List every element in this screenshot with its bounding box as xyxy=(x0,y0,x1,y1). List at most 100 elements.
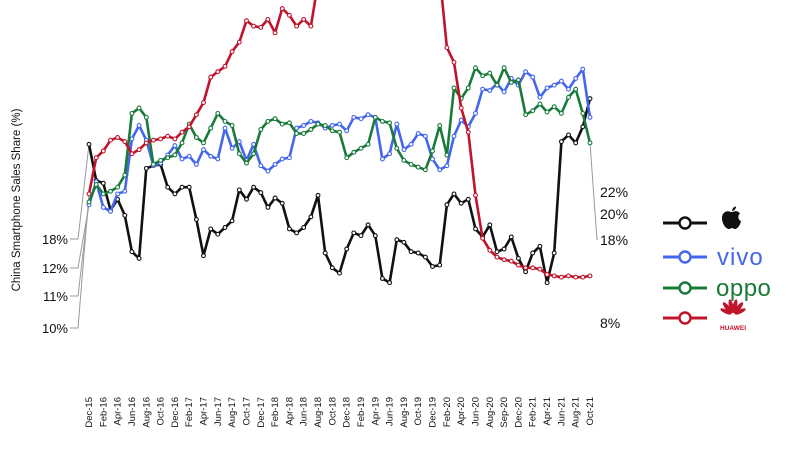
data-point-huawei xyxy=(487,247,493,253)
data-point-oppo xyxy=(515,77,521,83)
legend-item-huawei: HUAWEI xyxy=(663,299,746,332)
data-point-vivo xyxy=(580,66,586,72)
data-point-huawei xyxy=(587,273,593,279)
data-point-apple xyxy=(415,250,421,256)
x-tick-label: Apr-19 xyxy=(370,397,381,426)
data-point-huawei xyxy=(222,63,228,69)
series-layer xyxy=(86,0,593,286)
data-point-huawei xyxy=(473,192,478,198)
data-point-oppo xyxy=(523,112,529,118)
data-point-huawei xyxy=(530,265,536,271)
data-point-huawei xyxy=(444,45,450,51)
data-point-apple xyxy=(186,184,192,190)
start-value-label: 12% xyxy=(42,261,68,276)
data-point-apple xyxy=(501,246,507,252)
data-point-oppo xyxy=(294,131,300,136)
data-point-huawei xyxy=(551,273,557,279)
data-point-oppo xyxy=(329,128,335,134)
data-point-vivo xyxy=(100,204,106,210)
data-point-apple xyxy=(215,231,221,237)
x-tick-label: Apr-18 xyxy=(284,397,295,426)
data-point-huawei xyxy=(480,235,486,241)
x-tick-label: Dec-19 xyxy=(428,397,439,428)
x-tick-label: Dec-16 xyxy=(170,397,181,428)
start-label-leader xyxy=(70,201,90,297)
data-point-huawei xyxy=(244,18,249,24)
data-point-apple xyxy=(580,124,586,130)
data-point-vivo xyxy=(236,139,242,145)
x-tick-label: Jun-17 xyxy=(213,397,224,426)
data-point-oppo xyxy=(143,114,149,120)
data-point-huawei xyxy=(150,137,156,143)
data-point-vivo xyxy=(358,116,364,122)
data-point-huawei xyxy=(108,137,113,143)
x-tick-label: Oct-17 xyxy=(242,397,253,426)
data-point-vivo xyxy=(229,145,235,151)
start-value-label: 18% xyxy=(42,232,68,247)
data-point-apple xyxy=(122,212,128,218)
start-label-leader xyxy=(70,144,90,240)
apple-logo-icon xyxy=(722,206,741,229)
data-point-vivo xyxy=(379,156,385,162)
data-point-apple xyxy=(379,276,385,281)
data-point-vivo xyxy=(172,143,178,149)
x-tick-label: Aug-18 xyxy=(313,397,324,428)
x-tick-label: Dec-15 xyxy=(84,397,95,428)
data-point-vivo xyxy=(573,76,579,81)
data-point-apple xyxy=(537,243,543,249)
start-label-leader xyxy=(70,204,90,269)
data-point-vivo xyxy=(351,114,357,120)
x-tick-label: Feb-18 xyxy=(270,397,281,427)
data-point-apple xyxy=(172,191,178,197)
x-tick-label: Feb-16 xyxy=(98,397,109,427)
data-point-apple xyxy=(573,140,579,146)
vivo-logo-text: vivo xyxy=(717,244,764,271)
data-point-apple xyxy=(444,202,450,208)
data-point-vivo xyxy=(501,89,507,95)
data-point-oppo xyxy=(473,65,478,71)
data-point-oppo xyxy=(201,140,206,146)
x-tick-label: Apr-16 xyxy=(113,397,124,426)
x-tick-label: Oct-19 xyxy=(413,397,424,426)
end-labels: 22% 20% 18% 8% xyxy=(589,142,628,331)
x-tick-label: Oct-16 xyxy=(156,397,167,426)
data-point-oppo xyxy=(279,121,285,127)
start-label-leader xyxy=(70,193,90,329)
data-point-vivo xyxy=(129,136,135,142)
data-point-apple xyxy=(351,230,357,236)
data-point-vivo xyxy=(286,155,292,161)
data-point-apple xyxy=(265,204,271,210)
data-point-huawei xyxy=(179,129,185,135)
data-point-vivo xyxy=(394,121,400,127)
data-point-apple xyxy=(530,250,536,256)
data-point-huawei xyxy=(515,262,521,268)
data-point-vivo xyxy=(136,123,142,128)
data-point-oppo xyxy=(208,125,214,131)
data-point-oppo xyxy=(315,121,321,127)
data-point-oppo xyxy=(480,73,486,79)
data-point-apple xyxy=(229,218,235,224)
x-tick-label: Aug-21 xyxy=(571,397,582,428)
data-point-huawei xyxy=(229,49,235,55)
data-point-oppo xyxy=(401,157,407,163)
data-point-oppo xyxy=(258,127,264,132)
data-point-huawei xyxy=(573,274,579,280)
data-point-huawei xyxy=(465,129,471,135)
data-point-apple xyxy=(165,184,171,190)
data-point-vivo xyxy=(179,156,185,162)
start-labels: 18% 12% 11% 10% xyxy=(42,232,68,336)
x-tick-label: Jun-21 xyxy=(556,397,567,426)
legend-marker-oppo xyxy=(678,281,692,295)
data-point-vivo xyxy=(530,74,536,80)
data-point-apple xyxy=(523,269,529,275)
data-point-vivo xyxy=(215,156,221,162)
data-point-apple xyxy=(344,246,350,252)
data-point-huawei xyxy=(215,69,221,75)
data-point-apple xyxy=(251,184,257,190)
data-point-oppo xyxy=(193,135,199,140)
data-point-vivo xyxy=(329,123,335,128)
data-point-oppo xyxy=(344,155,350,161)
legend-item-vivo: vivo xyxy=(663,244,764,271)
data-point-huawei xyxy=(501,257,507,263)
